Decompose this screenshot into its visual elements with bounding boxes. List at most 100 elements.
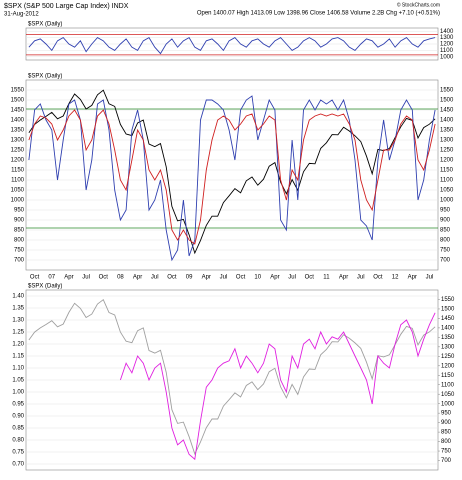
y-tick-label: 1050	[440, 188, 454, 194]
y2-tick-label: 850	[441, 430, 452, 436]
y2-tick-label: 900	[441, 420, 452, 426]
y2-tick-label: 1500	[441, 307, 455, 313]
x-tick-label: Jul	[220, 275, 228, 281]
x-tick-label: Oct	[305, 275, 315, 281]
panel-label: $SPX (Daily)	[28, 74, 62, 80]
y-tick-label: 800	[14, 238, 25, 244]
y-tick-label: 1450	[440, 108, 454, 114]
y-tick-label: 1550	[11, 88, 25, 94]
y-tick-label: 1150	[440, 168, 454, 174]
y2-tick-label: 1100	[441, 382, 455, 388]
y-tick-label: 1200	[440, 42, 454, 48]
x-tick-label: Apr	[339, 275, 348, 281]
y-tick-label: 1000	[440, 54, 454, 60]
y-tick-label: 1500	[440, 98, 454, 104]
y-tick-label: 1.00	[12, 390, 24, 396]
y-tick-label: 1050	[11, 188, 25, 194]
y-tick-label: 750	[14, 248, 25, 254]
y2-tick-label: 1200	[441, 363, 455, 369]
y-tick-label: 700	[14, 258, 25, 264]
y-tick-label: 1150	[11, 168, 25, 174]
x-tick-label: Oct	[30, 275, 40, 281]
x-tick-label: Jul	[151, 275, 159, 281]
y-tick-label: 1250	[11, 148, 25, 154]
series-line	[119, 312, 436, 461]
y-tick-label: 1000	[11, 198, 25, 204]
y-tick-label: 1400	[11, 118, 25, 124]
series-line	[28, 299, 436, 456]
x-tick-label: 07	[48, 275, 55, 281]
panel-label: $SPX (Daily)	[28, 22, 62, 28]
y-tick-label: 1100	[440, 178, 454, 184]
x-tick-label: Jul	[82, 275, 90, 281]
y-tick-label: 1.40	[12, 294, 24, 300]
y2-tick-label: 1250	[441, 354, 455, 360]
y-tick-label: 1.20	[12, 342, 24, 348]
x-tick-label: 08	[117, 275, 124, 281]
x-tick-label: Apr	[64, 275, 73, 281]
y-tick-label: 750	[440, 248, 451, 254]
y-tick-label: 0.85	[12, 426, 24, 432]
y-tick-label: 1200	[440, 158, 454, 164]
y-tick-label: 1500	[11, 98, 25, 104]
panel-frame	[25, 79, 439, 271]
y-tick-label: 1300	[440, 138, 454, 144]
y2-tick-label: 1300	[441, 344, 455, 350]
y-tick-label: 700	[440, 258, 451, 264]
y-tick-label: 1300	[11, 138, 25, 144]
copyright: © StockCharts.com	[397, 1, 440, 8]
y2-tick-label: 1550	[441, 297, 455, 303]
x-tick-label: Jul	[288, 275, 296, 281]
series-line	[28, 109, 436, 245]
x-tick-label: 09	[186, 275, 193, 281]
x-tick-label: Jul	[357, 275, 365, 281]
y2-tick-label: 1000	[441, 401, 455, 407]
x-tick-label: 10	[254, 275, 261, 281]
y-tick-label: 850	[440, 228, 451, 234]
y2-tick-label: 800	[441, 439, 452, 445]
y2-tick-label: 750	[441, 449, 452, 455]
y-tick-label: 1250	[440, 148, 454, 154]
y-tick-label: 0.70	[12, 462, 24, 468]
y-tick-label: 0.95	[12, 402, 24, 408]
y-tick-label: 1.35	[12, 306, 24, 312]
y-tick-label: 1.10	[12, 366, 24, 372]
series-line	[28, 89, 436, 255]
y2-tick-label: 950	[441, 411, 452, 417]
y-tick-label: 1350	[440, 128, 454, 134]
y-tick-label: 950	[14, 208, 25, 214]
panel-label: $SPX (Daily)	[28, 284, 62, 290]
x-tick-label: Oct	[373, 275, 383, 281]
y2-tick-label: 700	[441, 458, 452, 464]
y-tick-label: 1000	[440, 198, 454, 204]
y-tick-label: 900	[14, 218, 25, 224]
y-tick-label: 0.75	[12, 450, 24, 456]
y-tick-label: 1100	[440, 48, 454, 54]
y-tick-label: 1450	[11, 108, 25, 114]
x-tick-label: Jul	[426, 275, 434, 281]
y-tick-label: 1400	[440, 118, 454, 124]
y-tick-label: 1.15	[12, 354, 24, 360]
y-tick-label: 850	[14, 228, 25, 234]
y-tick-label: 1100	[11, 178, 25, 184]
y-tick-label: 1300	[440, 35, 454, 41]
y-tick-label: 0.80	[12, 438, 24, 444]
x-tick-label: Oct	[99, 275, 109, 281]
x-tick-label: Apr	[270, 275, 279, 281]
y-tick-label: 950	[440, 208, 451, 214]
y2-tick-label: 1400	[441, 325, 455, 331]
x-tick-label: Apr	[202, 275, 211, 281]
y-tick-label: 1200	[11, 158, 25, 164]
x-tick-label: 11	[323, 275, 330, 281]
y-tick-label: 1.05	[12, 378, 24, 384]
x-tick-label: Apr	[408, 275, 417, 281]
x-tick-label: 12	[392, 275, 399, 281]
y2-tick-label: 1450	[441, 316, 455, 322]
y2-tick-label: 1150	[441, 373, 455, 379]
y-tick-label: 1.25	[12, 330, 24, 336]
x-tick-label: Oct	[236, 275, 246, 281]
quote: Open 1400.07 High 1413.09 Low 1398.96 Cl…	[197, 11, 440, 17]
y2-tick-label: 1350	[441, 335, 455, 341]
y-tick-label: 1.30	[12, 318, 24, 324]
